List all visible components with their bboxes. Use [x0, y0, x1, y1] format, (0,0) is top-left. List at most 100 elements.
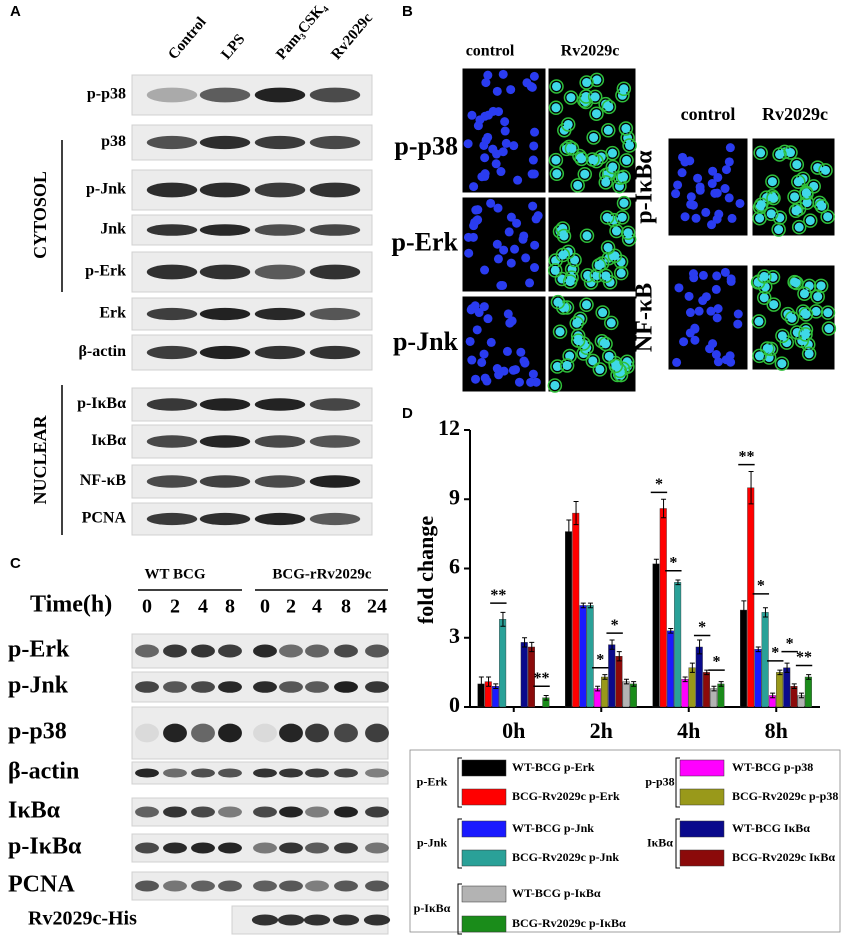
- cell-nucleus: [724, 193, 734, 203]
- cell-outline: [587, 89, 603, 105]
- cell-nucleus: [601, 271, 611, 281]
- cell-nucleus: [604, 351, 614, 361]
- cell-nucleus: [619, 84, 629, 94]
- cell-nucleus: [563, 119, 573, 129]
- row-label: IκBα: [91, 432, 126, 449]
- cell-nucleus: [753, 277, 763, 287]
- column-label: control: [466, 43, 515, 60]
- cell-nucleus: [816, 281, 826, 291]
- cell-nucleus: [555, 327, 565, 337]
- cell-nucleus: [811, 306, 821, 316]
- panel-label: A: [10, 3, 21, 20]
- cell-outline: [753, 145, 768, 161]
- legend-label: WT-BCG IκBα: [732, 821, 810, 835]
- error-bar: [623, 678, 629, 685]
- cell-nucleus: [466, 305, 476, 315]
- cell-outline: [579, 297, 594, 313]
- cell-nucleus: [592, 75, 602, 85]
- cell-nucleus: [679, 337, 689, 347]
- blot-band: [254, 512, 306, 526]
- cell-nucleus: [499, 245, 509, 255]
- cell-nucleus: [705, 344, 715, 354]
- bar: [659, 508, 667, 708]
- error-bar: [784, 662, 790, 673]
- blot-band: [305, 644, 329, 658]
- cell-outline: [820, 209, 835, 224]
- cell-nucleus: [502, 346, 512, 356]
- cell-outline: [810, 289, 825, 304]
- cell-nucleus: [799, 289, 809, 299]
- cell-nucleus: [474, 308, 484, 318]
- cell-nucleus: [824, 324, 834, 334]
- blot-band: [305, 768, 329, 778]
- cell-nucleus: [713, 172, 723, 182]
- time-value: 4: [198, 596, 208, 618]
- error-bar: [675, 579, 681, 586]
- cell-nucleus: [720, 267, 730, 277]
- cell-nucleus: [494, 370, 504, 380]
- cell-nucleus: [813, 163, 823, 173]
- blot-band: [199, 182, 251, 198]
- error-bar: [653, 558, 659, 569]
- cell-outline: [589, 72, 605, 88]
- legend-swatch: [461, 759, 507, 777]
- bar: [499, 619, 507, 708]
- cell-nucleus: [527, 82, 537, 92]
- x-tick-label: 4h: [677, 718, 700, 743]
- cell-outline: [586, 130, 601, 145]
- cell-nucleus: [595, 364, 605, 374]
- bar: [681, 679, 689, 708]
- blot-band: [191, 644, 215, 658]
- blot-band: [253, 806, 277, 818]
- bar: [622, 681, 630, 708]
- time-value: 0: [260, 596, 270, 618]
- significance-label: *: [786, 635, 794, 652]
- cell-outline: [598, 175, 613, 190]
- blot-band: [334, 644, 358, 658]
- cell-outline: [616, 195, 632, 211]
- cell-nucleus: [472, 325, 482, 335]
- cell-nucleus: [471, 374, 481, 384]
- blot-band: [199, 87, 251, 103]
- cell-outline: [622, 138, 637, 153]
- cell-outline: [795, 304, 811, 319]
- row-label: p-Jnk: [86, 181, 126, 198]
- cell-outline: [564, 141, 580, 156]
- cell-nucleus: [493, 254, 503, 264]
- cell-outline: [618, 121, 634, 136]
- blot-band: [135, 723, 159, 743]
- row-label: p-Erk: [392, 227, 459, 256]
- cell-nucleus: [720, 184, 730, 194]
- error-bar: [587, 602, 593, 609]
- cell-nucleus: [463, 232, 473, 242]
- blot-band: [218, 768, 242, 778]
- blot-band: [309, 345, 361, 360]
- y-tick-label: 3: [449, 623, 460, 648]
- y-tick-label: 12: [438, 415, 460, 440]
- time-value: 8: [341, 596, 351, 618]
- cell-outline: [609, 223, 624, 239]
- cell-nucleus: [721, 165, 731, 175]
- cell-nucleus: [500, 126, 510, 136]
- cell-nucleus: [712, 214, 722, 224]
- blot-band: [254, 307, 306, 321]
- cell-nucleus: [512, 218, 522, 228]
- cell-nucleus: [533, 211, 543, 221]
- blot-band: [199, 512, 251, 526]
- blot-band: [199, 264, 251, 280]
- blot-band: [253, 842, 277, 854]
- cell-nucleus: [503, 309, 513, 319]
- blot-band: [146, 475, 198, 488]
- legend-label: WT-BCG p-Erk: [512, 760, 595, 774]
- cell-nucleus: [623, 228, 633, 238]
- legend-swatch: [461, 885, 507, 903]
- cell-nucleus: [611, 361, 621, 371]
- time-label: Time(h): [30, 592, 112, 618]
- row-label: p-p38: [394, 131, 458, 160]
- cell-nucleus: [726, 276, 736, 286]
- blot-band: [334, 842, 358, 854]
- cell-nucleus: [509, 141, 519, 151]
- cell-outline: [591, 258, 607, 273]
- cell-nucleus: [785, 148, 795, 158]
- error-bar: [770, 692, 776, 699]
